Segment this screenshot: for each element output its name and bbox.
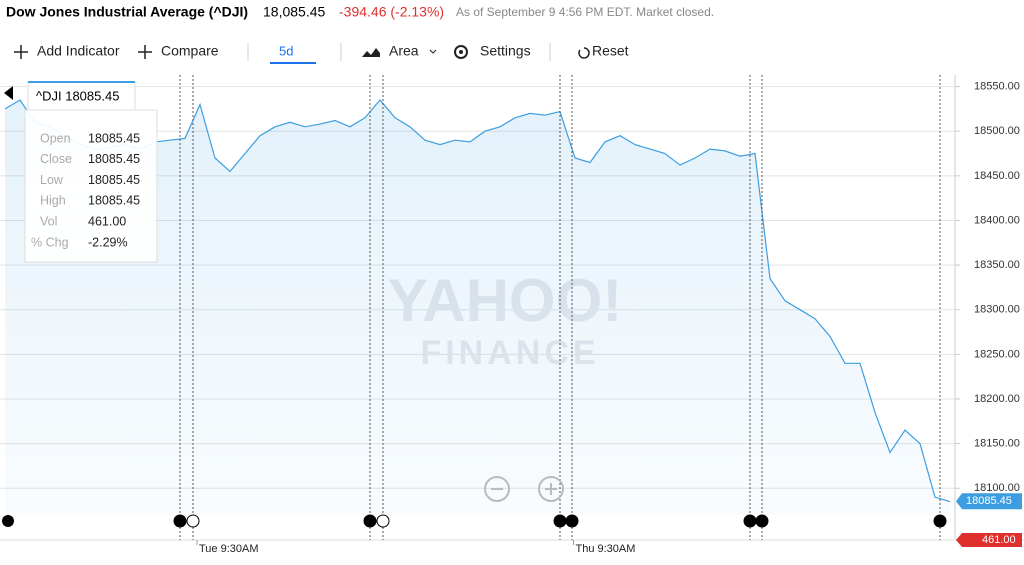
plus-icon xyxy=(138,45,152,59)
tooltip-label: Close xyxy=(40,152,72,166)
event-icon xyxy=(743,514,757,528)
tooltip-tab xyxy=(27,81,136,111)
y-tick-label: 18300.00 xyxy=(974,304,1020,316)
tooltip-label: High xyxy=(40,194,66,208)
event-icon xyxy=(376,514,390,528)
price-line xyxy=(4,99,951,503)
y-tick-label: 18350.00 xyxy=(974,259,1020,271)
zoom-glyph xyxy=(545,483,557,495)
compare[interactable]: Compare xyxy=(161,43,219,59)
event-icon xyxy=(755,514,769,528)
tooltip-value: 18085.45 xyxy=(88,173,140,187)
y-tick-label: 18100.00 xyxy=(974,482,1020,494)
event-icon xyxy=(2,515,14,527)
x-tick-label: Tue 9:30AM xyxy=(199,543,259,555)
last-volume: 461.00 xyxy=(982,534,1016,546)
plus-icon xyxy=(14,45,28,59)
tooltip-value: -2.29% xyxy=(88,235,128,249)
caret xyxy=(429,49,437,54)
event-icon xyxy=(363,514,377,528)
event-icon xyxy=(933,514,947,528)
event-icon xyxy=(186,514,200,528)
y-tick-label: 18150.00 xyxy=(974,438,1020,450)
last-price-tag xyxy=(956,493,1022,510)
tooltip-value: 18085.45 xyxy=(88,131,140,145)
zoom-button[interactable] xyxy=(538,476,564,502)
y-tick-label: 18450.00 xyxy=(974,170,1020,182)
event-icon xyxy=(553,514,567,528)
status: As of September 9 4:56 PM EDT. Market cl… xyxy=(456,5,714,19)
y-tick-label: 18400.00 xyxy=(974,214,1020,226)
chart-type[interactable]: Area xyxy=(389,43,419,59)
event-icon xyxy=(565,514,579,528)
tooltip-value: 18085.45 xyxy=(88,194,140,208)
x-tick-label: Thu 9:30AM xyxy=(576,543,636,555)
y-tick-label: 18500.00 xyxy=(974,125,1020,137)
volume-tag xyxy=(956,533,1022,547)
settings-icon xyxy=(454,45,468,59)
add-indicator[interactable]: Add Indicator xyxy=(37,43,120,59)
area xyxy=(5,100,950,515)
cursor-arrow xyxy=(4,86,13,100)
price: 18,085.45 xyxy=(263,4,325,20)
y-tick-label: 18250.00 xyxy=(974,348,1020,360)
tooltip-value: 461.00 xyxy=(88,214,126,228)
y-tick-label: 18200.00 xyxy=(974,393,1020,405)
settings-icon-core xyxy=(459,50,463,54)
reset[interactable]: Reset xyxy=(592,43,629,59)
tooltip-title: ^DJI 18085.45 xyxy=(36,88,119,103)
last-price: 18085.45 xyxy=(966,495,1012,507)
zoom-button[interactable] xyxy=(484,476,510,502)
tooltip-label: % Chg xyxy=(31,235,69,249)
title: Dow Jones Industrial Average (^DJI) xyxy=(6,4,248,20)
tooltip-label: Low xyxy=(40,173,64,187)
range[interactable]: 5d xyxy=(279,43,293,58)
area-icon xyxy=(362,48,380,57)
tooltip-box xyxy=(24,109,158,263)
tooltip-label: Open xyxy=(40,131,71,145)
tooltip-value: 18085.45 xyxy=(88,152,140,166)
tooltip-label: Vol xyxy=(40,214,57,228)
toolbar: Add Indicator Compare 5d Area Settings R… xyxy=(14,43,629,64)
reset-icon xyxy=(578,47,590,59)
y-tick-label: 18550.00 xyxy=(974,81,1020,93)
change: -394.46 (-2.13%) xyxy=(339,4,444,20)
event-icon xyxy=(173,514,187,528)
settings[interactable]: Settings xyxy=(480,43,531,59)
